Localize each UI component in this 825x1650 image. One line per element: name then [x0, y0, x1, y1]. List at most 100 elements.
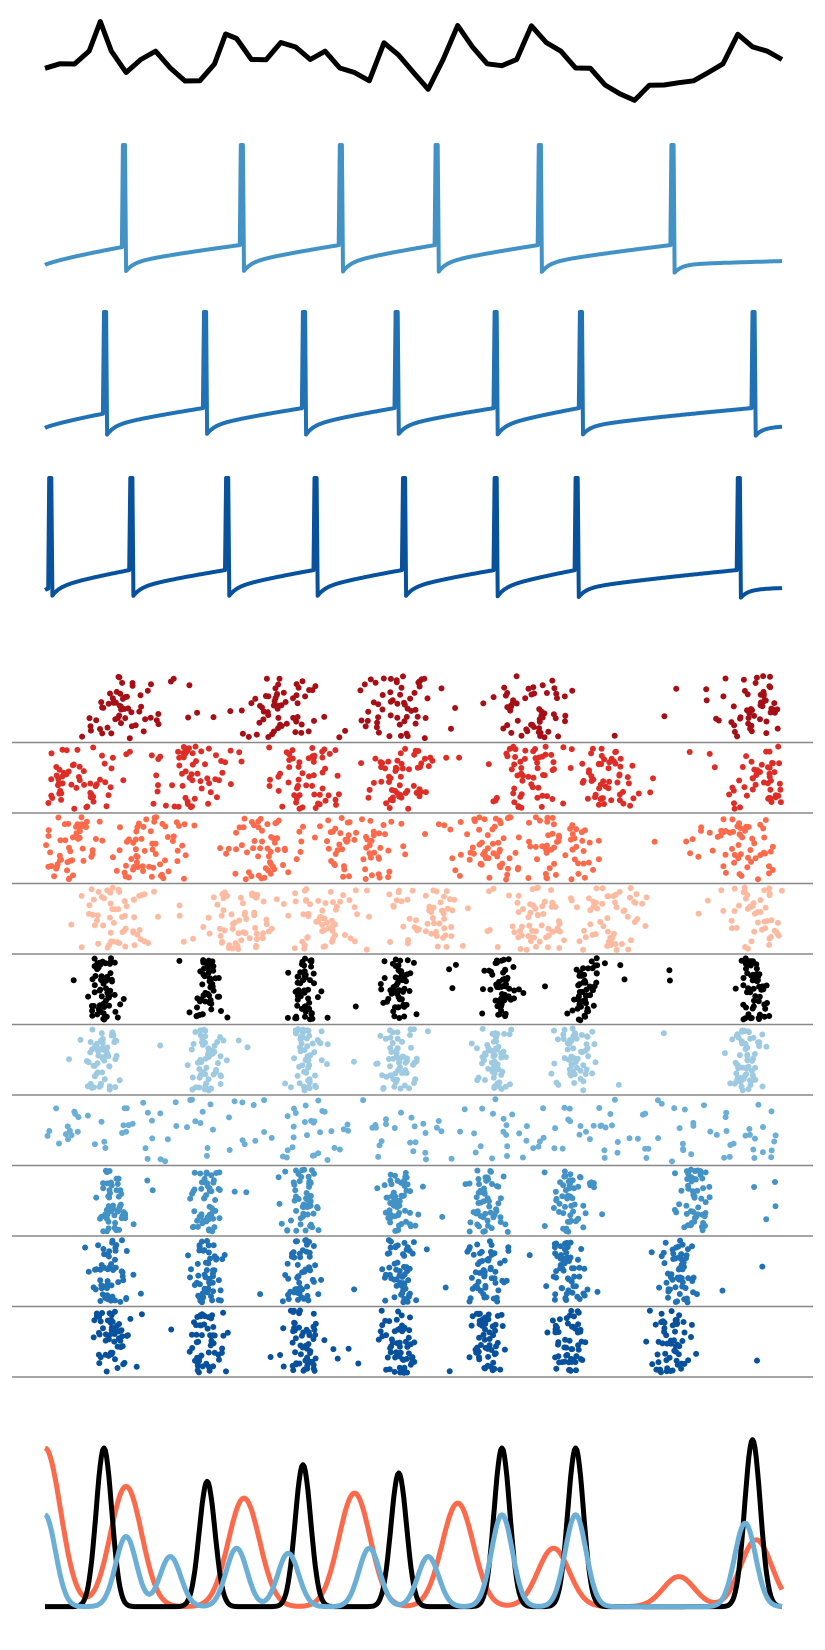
raster-dot [645, 1145, 652, 1152]
raster-dot [96, 1047, 103, 1053]
raster-dot [324, 1014, 331, 1021]
raster-dot [569, 1346, 576, 1353]
raster-dot [527, 938, 534, 945]
raster-dot [378, 764, 385, 771]
raster-dot [627, 894, 633, 901]
raster-dot [551, 766, 557, 773]
raster-dot [552, 871, 559, 878]
raster-dot [615, 1081, 622, 1088]
raster-dot [526, 1252, 533, 1259]
raster-dot [471, 1130, 478, 1137]
raster-dot [483, 1294, 490, 1301]
raster-dot [689, 1188, 696, 1195]
raster-dot [492, 1350, 499, 1357]
raster-dot [104, 944, 111, 951]
raster-dot [631, 919, 638, 925]
raster-dot [294, 700, 301, 707]
raster-dot [550, 1273, 557, 1280]
raster-dot [747, 1015, 754, 1022]
raster-dot [117, 1203, 123, 1210]
raster-dot [306, 1249, 313, 1256]
raster-dot [207, 1101, 214, 1108]
raster-dot [362, 876, 369, 882]
raster-dot [296, 1360, 303, 1367]
raster-dot [107, 900, 114, 907]
raster-dot [155, 711, 162, 717]
raster-dot [588, 1179, 595, 1186]
raster-dot [132, 846, 139, 853]
raster-dot [517, 758, 524, 765]
raster-dot [753, 965, 760, 972]
raster-dot [397, 1064, 403, 1071]
raster-dot [197, 1120, 204, 1126]
raster-dot [581, 1265, 588, 1272]
raster-dot [338, 815, 345, 821]
raster-dot [117, 824, 123, 831]
raster-dot [244, 1044, 251, 1051]
raster-dot [561, 1104, 568, 1111]
raster-dot [378, 986, 385, 993]
raster-dot [97, 776, 103, 783]
raster-dot [215, 1277, 222, 1284]
raster-dot [127, 1315, 134, 1322]
raster-dot [398, 794, 405, 801]
raster-dot [668, 1308, 675, 1315]
raster-dot [202, 1033, 209, 1040]
raster-dot [723, 1109, 730, 1116]
raster-dot [589, 1028, 596, 1035]
raster-dot [290, 1123, 297, 1130]
raster-dot [470, 1251, 477, 1258]
raster-dot [99, 1069, 106, 1076]
raster-dot [601, 1147, 608, 1154]
raster-dot [689, 1243, 695, 1250]
raster-dot [752, 993, 759, 1000]
raster-dot [441, 925, 448, 932]
raster-dot [605, 765, 612, 772]
raster-dot [332, 906, 339, 913]
raster-dot [226, 942, 233, 949]
raster-dot [375, 871, 382, 878]
raster-dot [518, 732, 525, 739]
raster-dot [112, 1219, 119, 1226]
raster-dot [567, 825, 574, 832]
raster-dot [746, 958, 753, 965]
raster-dot [282, 1272, 289, 1278]
raster-dot [693, 1291, 700, 1298]
raster-dot [494, 1183, 500, 1190]
raster-dot [452, 961, 459, 968]
raster-dot [601, 756, 608, 763]
raster-dot [429, 915, 436, 921]
raster-dot [238, 707, 245, 714]
raster-dot [563, 1315, 570, 1322]
raster-dot [309, 1040, 316, 1047]
raster-dot [689, 836, 696, 843]
raster-dot [396, 987, 403, 994]
raster-dot [114, 1014, 121, 1021]
raster-dot [557, 1265, 564, 1272]
raster-dot [492, 1279, 499, 1286]
raster-dot [95, 940, 102, 947]
raster-dot [512, 754, 519, 760]
raster-dot [351, 1286, 358, 1293]
raster-dot [319, 907, 326, 914]
raster-dot [71, 805, 78, 812]
raster-dot [511, 799, 518, 806]
raster-dot [322, 797, 329, 804]
raster-dot [759, 1149, 766, 1156]
raster-dot [718, 887, 725, 894]
raster-dot [740, 975, 747, 981]
raster-dot [743, 753, 750, 760]
raster-dot [95, 888, 102, 895]
raster-dot [59, 746, 66, 753]
raster-dot [576, 1296, 583, 1302]
raster-dot [580, 1062, 587, 1069]
raster-dot [519, 1154, 526, 1161]
raster-dot [674, 1274, 681, 1281]
raster-dot [492, 1321, 499, 1328]
raster-dot [301, 1068, 308, 1075]
raster-dot [485, 1257, 492, 1264]
raster-dot [576, 1273, 583, 1280]
raster-dot [227, 708, 234, 715]
raster-dot [246, 935, 253, 942]
raster-dot [480, 1331, 487, 1338]
